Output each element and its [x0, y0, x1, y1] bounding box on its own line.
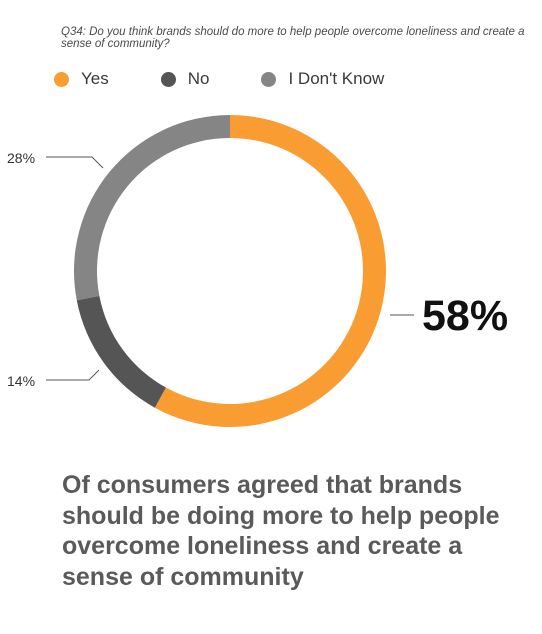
legend-swatch-yes [54, 71, 69, 87]
caption-text: Of consumers agreed that brands should b… [62, 471, 500, 591]
donut-slice-yes [154, 115, 386, 427]
slice-label-no: 14% [7, 373, 35, 389]
slice-label-dont-know: 28% [7, 150, 35, 166]
legend-label-no: No [187, 69, 210, 88]
donut-slice-dont-know [74, 115, 230, 301]
legend-swatch-no [160, 71, 176, 87]
donut-slices [74, 115, 386, 427]
slice-label-yes: 58% [422, 292, 508, 340]
chart-legend: Yes No I Don't Know [54, 67, 384, 91]
legend-label-yes: Yes [81, 69, 109, 88]
donut-slice-no [76, 295, 166, 408]
legend-item-dont-know: I Don't Know [261, 69, 384, 89]
legend-label-dont-know: I Don't Know [288, 69, 385, 88]
question-text: Q34: Do you think brands should do more … [61, 26, 525, 50]
legend-item-no: No [160, 69, 210, 89]
leader-line-no [46, 369, 100, 381]
legend-swatch-dont-know [261, 71, 277, 87]
leader-line-dont-know [46, 156, 104, 169]
legend-item-yes: Yes [54, 69, 109, 89]
